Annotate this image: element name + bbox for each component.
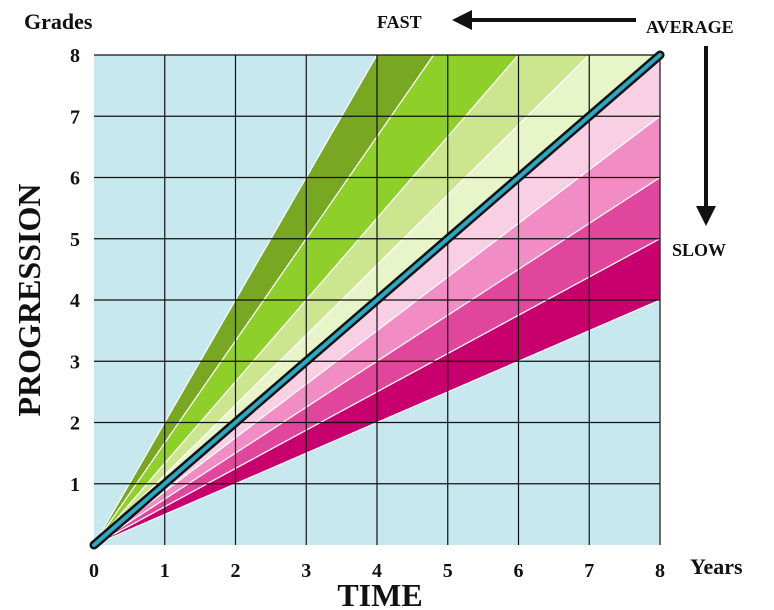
fast-arrow <box>452 10 636 30</box>
x-tick-label: 0 <box>89 560 99 582</box>
x-tick-label: 7 <box>584 560 594 582</box>
average-line-group <box>89 50 665 550</box>
y-tick-label: 5 <box>70 229 80 251</box>
y-axis-unit-label: Grades <box>24 9 93 34</box>
y-tick-label: 6 <box>70 168 80 190</box>
y-tick-label: 4 <box>70 290 80 312</box>
x-tick-label: 8 <box>655 560 665 582</box>
y-tick-label: 2 <box>70 413 80 435</box>
fast-label: FAST <box>377 12 422 32</box>
grid-lines <box>94 54 661 545</box>
slow-label: SLOW <box>672 240 726 260</box>
x-tick-label: 4 <box>372 560 382 582</box>
y-tick-label: 7 <box>70 106 80 128</box>
slow-arrow <box>696 46 716 226</box>
tick-labels: 0 1 2 3 4 5 6 7 8 1 2 3 4 5 6 7 8 <box>70 45 665 582</box>
y-tick-label: 1 <box>70 474 80 496</box>
x-axis-unit-label: Years <box>690 554 743 579</box>
average-line <box>92 53 662 547</box>
x-tick-label: 6 <box>514 560 524 582</box>
y-tick-label: 3 <box>70 351 80 373</box>
x-tick-label: 5 <box>443 560 453 582</box>
x-tick-label: 3 <box>301 560 311 582</box>
average-label: AVERAGE <box>646 17 734 37</box>
x-tick-label: 2 <box>231 560 241 582</box>
y-axis-title: PROGRESSION <box>11 184 47 417</box>
x-tick-label: 1 <box>160 560 170 582</box>
x-axis-title: TIME <box>337 577 422 610</box>
y-tick-label: 8 <box>70 45 80 67</box>
